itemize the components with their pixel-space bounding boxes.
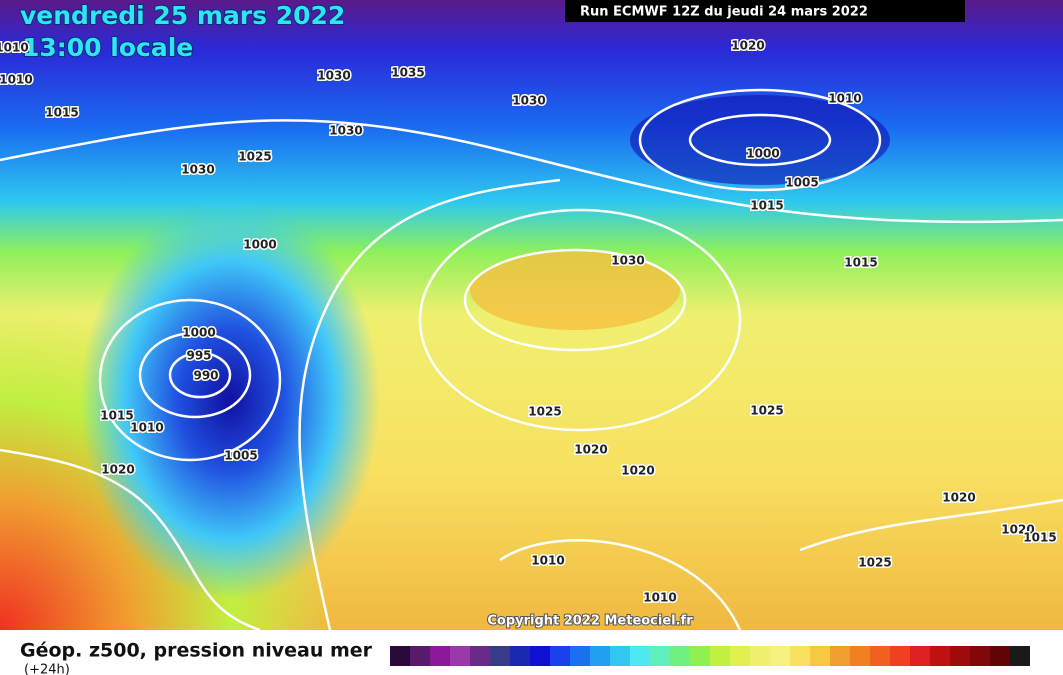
scale-swatch [430,646,450,666]
isobar-label: 1025 [750,404,783,418]
isobar-label: 1005 [224,449,257,463]
isobar-label: 1030 [317,69,350,83]
isobar-label: 1025 [238,150,271,164]
color-scale [390,646,1030,666]
date-title: vendredi 25 mars 2022 [20,1,345,30]
isobars [0,88,1063,632]
isobar-label: 1015 [100,409,133,423]
isobar-label: 1000 [182,326,215,340]
scale-swatch [950,646,970,666]
footer-subtitle: (+24h) [24,663,70,675]
copyright: Copyright 2022 Meteociel.fr [487,614,693,629]
footer-title: Géop. z500, pression niveau mer [20,640,373,662]
scale-swatch [570,646,590,666]
scale-swatch [530,646,550,666]
scale-swatch [790,646,810,666]
isobar-label: 1030 [329,124,362,138]
isobar-label: 1030 [611,254,644,268]
scale-swatch [670,646,690,666]
isobar-label: 1010 [531,554,564,568]
isobar-label: 1005 [785,176,818,190]
scale-swatch [970,646,990,666]
scale-swatch [630,646,650,666]
scale-swatch [690,646,710,666]
scale-swatch [1010,646,1030,666]
isobar-label: 1020 [574,443,607,457]
isobar-label: 995 [186,349,211,363]
map-low-north [630,95,890,185]
scale-swatch [550,646,570,666]
scale-swatch [710,646,730,666]
isobar-label: 1035 [391,66,424,80]
isobar-label: 1015 [750,199,783,213]
scale-swatch [650,646,670,666]
scale-swatch [590,646,610,666]
scale-swatch [810,646,830,666]
isobar-label: 1020 [621,464,654,478]
isobar-label: 1030 [181,163,214,177]
scale-swatch [390,646,410,666]
scale-swatch [850,646,870,666]
scale-swatch [410,646,430,666]
isobar-label: 1020 [1001,523,1034,537]
isobar-label: 1000 [243,238,276,252]
map-high [470,250,680,330]
scale-swatch [610,646,630,666]
scale-swatch [890,646,910,666]
isobar-label: 1010 [0,73,33,87]
isobar-label: 1030 [512,94,545,108]
run-banner [565,0,965,22]
scale-swatch [730,646,750,666]
isobar-label: 1000 [746,147,779,161]
scale-swatch [470,646,490,666]
isobar-label: 990 [193,369,218,383]
isobar-label: 1015 [45,106,78,120]
scale-swatch [910,646,930,666]
time-title: 13:00 locale [22,33,193,62]
scale-swatch [450,646,470,666]
isobar-label: 1010 [828,92,861,106]
isobar-label: 1015 [1023,531,1056,545]
isobar-label: 1010 [643,591,676,605]
isobar-label: 1010 [0,41,29,55]
isobar-label: 1015 [844,256,877,270]
isobar-label: 1020 [942,491,975,505]
scale-swatch [930,646,950,666]
isobar-labels: 1010101010151030103510301025103010301020… [0,37,1058,606]
map-low [80,200,380,600]
isobar-label: 1020 [101,463,134,477]
scale-swatch [510,646,530,666]
scale-swatch [490,646,510,666]
scale-swatch [870,646,890,666]
isobar-label: 1025 [528,405,561,419]
isobar-label: 1010 [130,421,163,435]
run-label: Run ECMWF 12Z du jeudi 24 mars 2022 [580,5,868,20]
isobar-label: 1020 [731,39,764,53]
scale-swatch [990,646,1010,666]
scale-swatch [830,646,850,666]
scale-swatch [750,646,770,666]
isobar-label: 1025 [858,556,891,570]
scale-swatch [770,646,790,666]
